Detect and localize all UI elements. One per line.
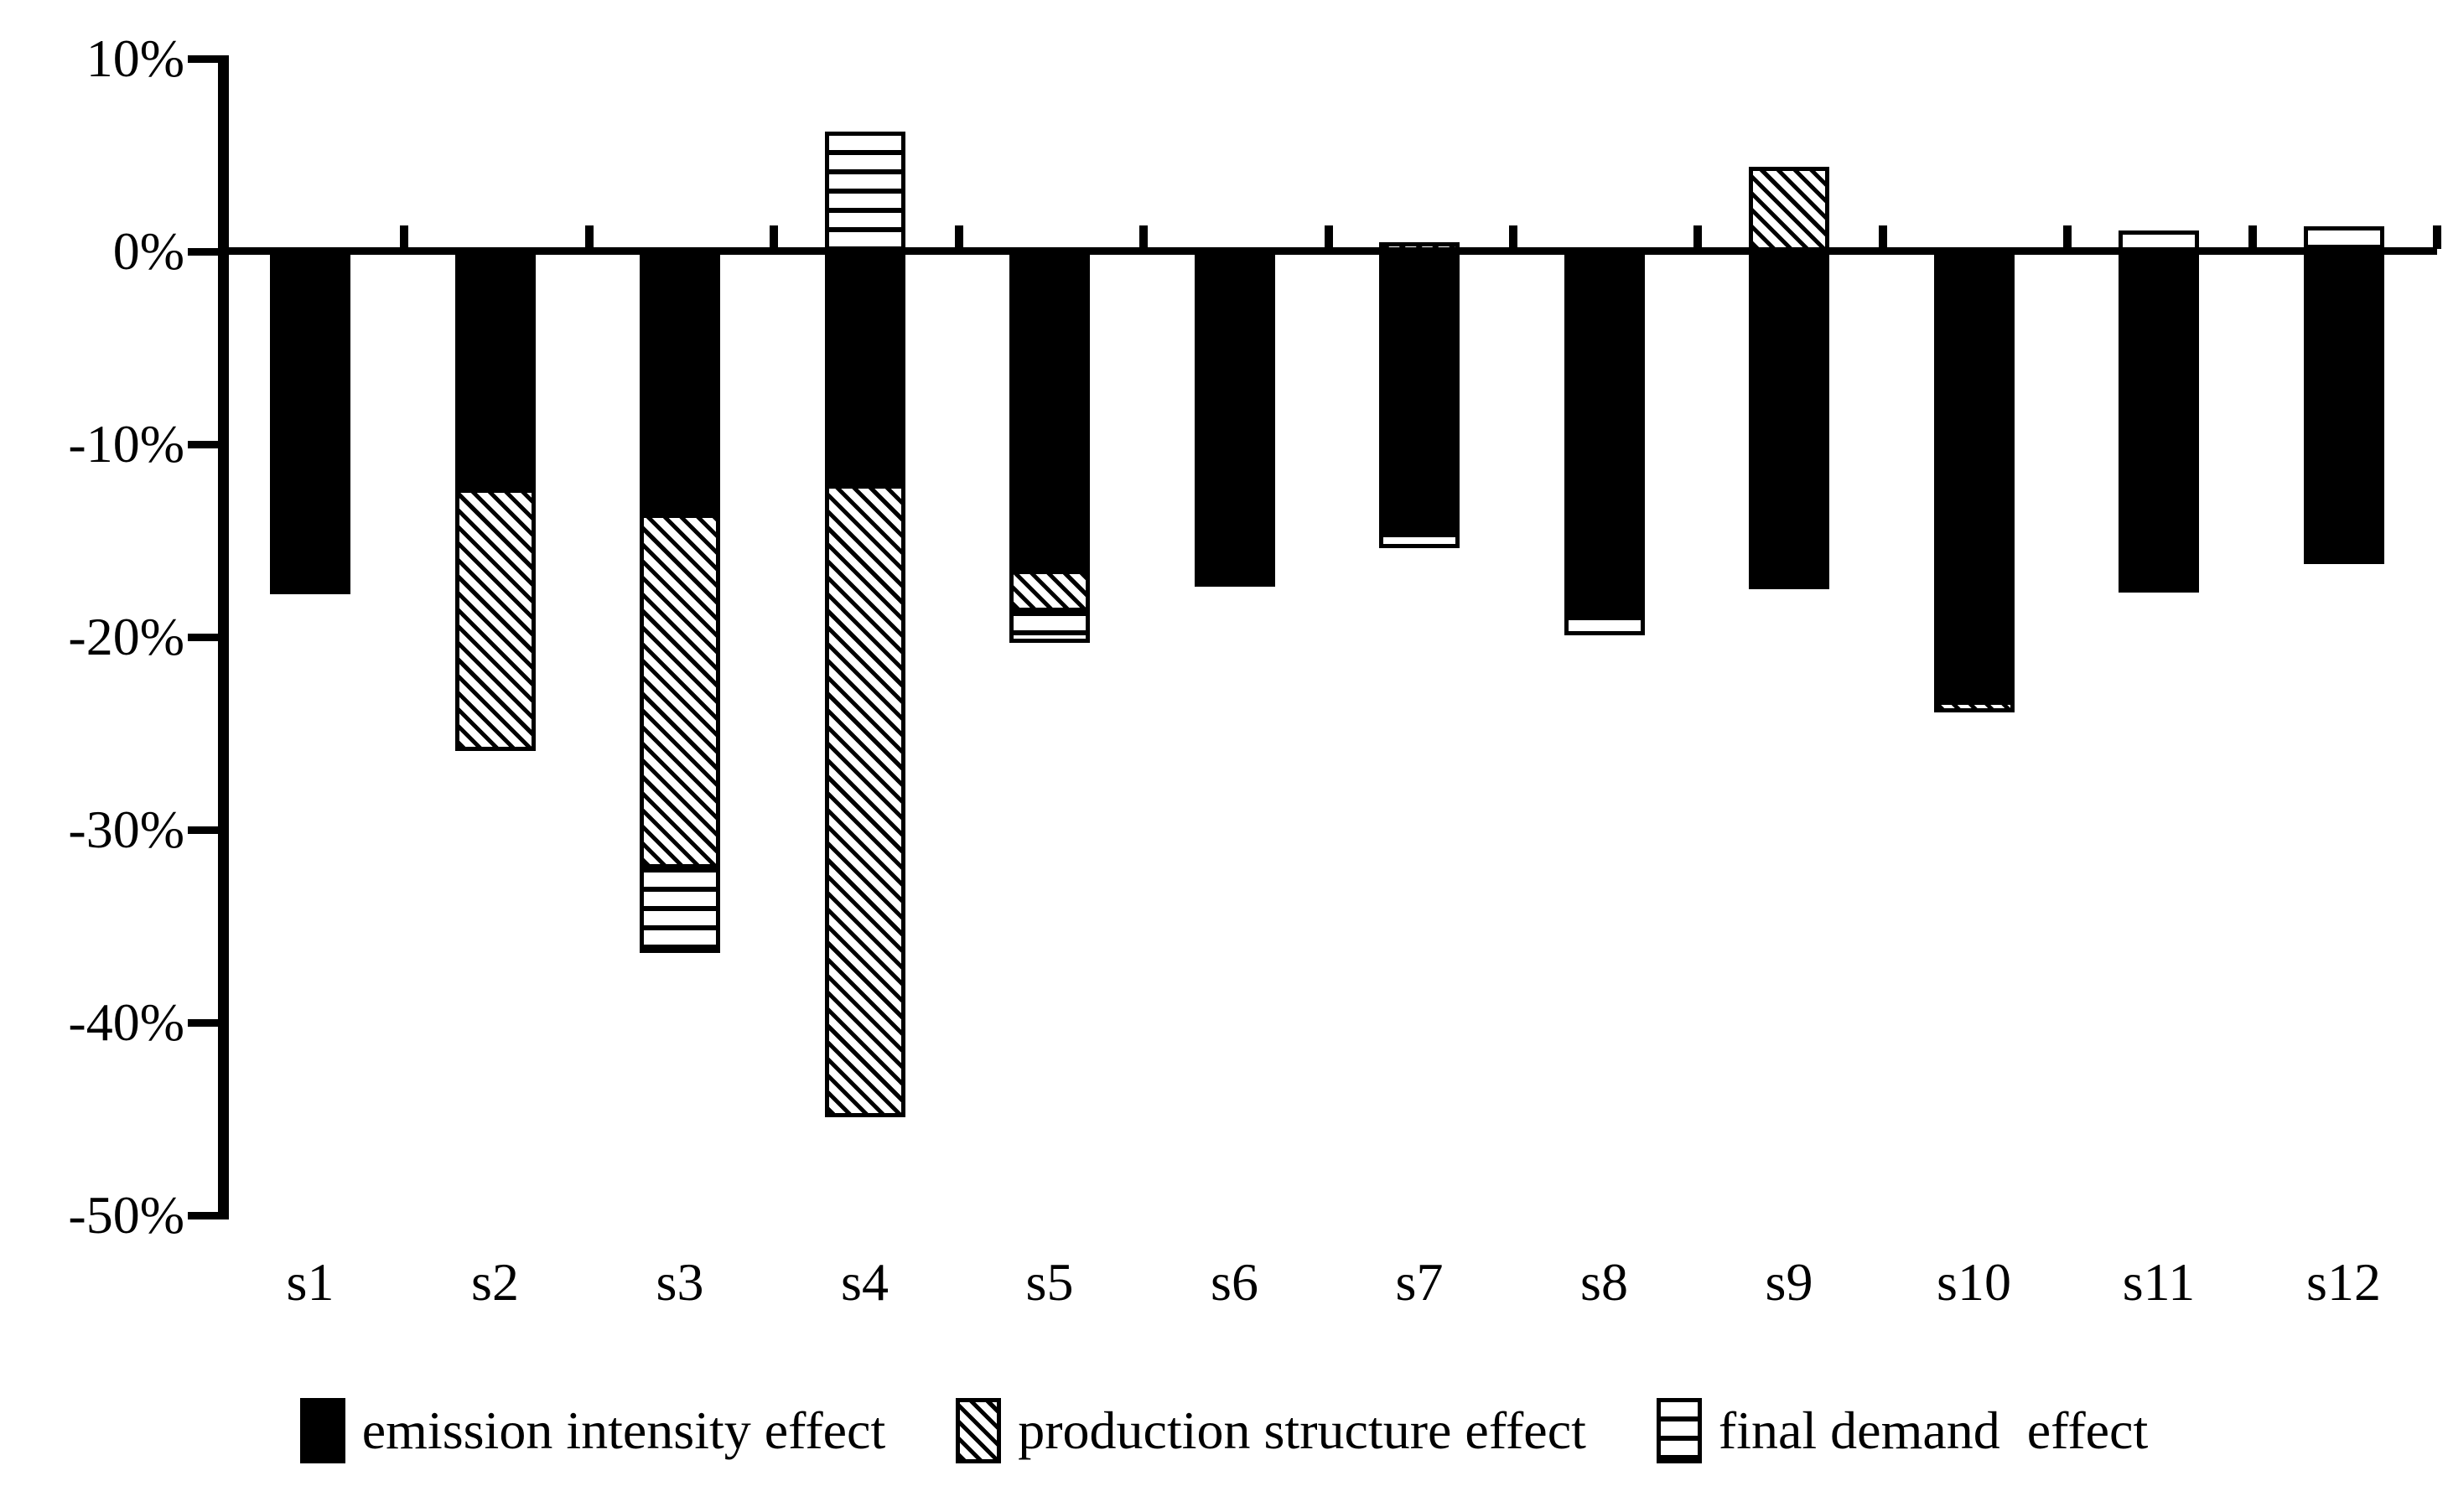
x-axis-tick [2433,225,2441,249]
bar-segment-diagonal-hatch-s5 [1009,569,1090,613]
bar-segment-solid-black-s3 [640,251,720,514]
solid-black-swatch-icon [299,1398,345,1463]
bar-segment-horizontal-lines-s7 [1379,532,1460,549]
x-axis-tick [770,225,779,249]
bar-segment-horizontal-lines-s5 [1009,612,1090,643]
legend-label: emission intensity effect [361,1401,886,1460]
x-axis-label-s12: s12 [2306,1252,2381,1312]
x-axis-label-s3: s3 [656,1252,704,1312]
x-axis-label-s9: s9 [1765,1252,1813,1312]
diagonal-hatch-swatch-icon [956,1398,1002,1463]
bar-segment-diagonal-hatch-s3 [640,513,720,868]
x-axis-label-s8: s8 [1580,1252,1628,1312]
y-axis-tick [188,826,220,834]
x-axis-label-s5: s5 [1025,1252,1074,1312]
x-axis-label-s6: s6 [1211,1252,1258,1312]
bar-segment-solid-black-s6 [1194,251,1275,588]
legend-label: production structure effect [1018,1401,1586,1460]
x-axis-label-s1: s1 [286,1252,335,1312]
bar-segment-solid-black-s7 [1379,251,1460,533]
bar-segment-solid-black-s5 [1009,251,1090,570]
bar-segment-solid-black-s12 [2303,251,2384,557]
bar-segment-diagonal-hatch-s2 [454,488,536,751]
horizontal-lines-swatch-icon [1656,1398,1702,1463]
x-axis-tick [400,225,409,249]
bar-segment-diagonal-hatch-s10 [1933,700,2015,712]
bar-segment-solid-black-s10 [1933,251,2015,701]
bar-segment-solid-black-s8 [1564,251,1645,616]
bar-segment-solid-black-s9 [1749,251,1829,589]
bar-segment-horizontal-lines-s8 [1564,615,1645,635]
x-axis-tick [584,225,594,249]
legend: emission intensity effect production str… [0,1398,2448,1463]
bar-segment-diagonal-hatch-s12 [2303,556,2384,565]
bar-segment-solid-black-s4 [824,251,905,485]
y-axis-tick [188,55,220,63]
legend-item-emission-intensity: emission intensity effect [299,1398,886,1463]
bar-segment-solid-black-s2 [454,251,536,489]
y-axis-label: -10% [68,414,184,474]
x-axis-tick [2248,225,2257,249]
bar-segment-horizontal-lines-s3 [640,868,720,954]
x-axis-tick [2063,225,2072,249]
x-axis-label-s7: s7 [1395,1252,1444,1312]
y-axis-tick [188,1019,220,1027]
y-axis-label: -40% [68,992,184,1052]
bar-segment-diagonal-hatch-s9 [1749,166,1829,251]
bar-segment-diagonal-hatch-s4 [824,484,905,1117]
x-axis-label-s4: s4 [841,1252,889,1312]
y-axis-tick [188,634,220,641]
x-axis-label-s2: s2 [471,1252,519,1312]
legend-label: final demand effect [1718,1401,2149,1460]
legend-item-production-structure: production structure effect [956,1398,1586,1463]
y-axis-label: 10% [86,28,184,88]
x-axis-tick [1324,225,1333,249]
x-axis-tick [1139,225,1149,249]
y-axis-line [218,55,229,1219]
x-axis-label-s10: s10 [1937,1252,2011,1312]
x-axis-zero-line [220,247,2437,255]
x-axis-tick [1878,225,1887,249]
x-axis-label-s11: s11 [2122,1252,2196,1312]
y-axis-tick [188,1212,220,1219]
y-axis-label: 0% [112,221,184,281]
y-axis-tick [188,248,220,256]
bar-segment-horizontal-lines-s4 [824,132,905,251]
y-axis-tick [188,441,220,448]
bar-segment-solid-black-s1 [270,251,350,595]
x-axis-tick [1508,225,1517,249]
x-axis-tick [954,225,963,249]
bar-segment-solid-black-s11 [2119,251,2199,593]
legend-item-final-demand: final demand effect [1656,1398,2149,1463]
y-axis-label: -30% [68,800,184,859]
y-axis-label: -20% [68,607,184,666]
x-axis-tick [1693,225,1703,249]
y-axis-label: -50% [68,1185,184,1245]
